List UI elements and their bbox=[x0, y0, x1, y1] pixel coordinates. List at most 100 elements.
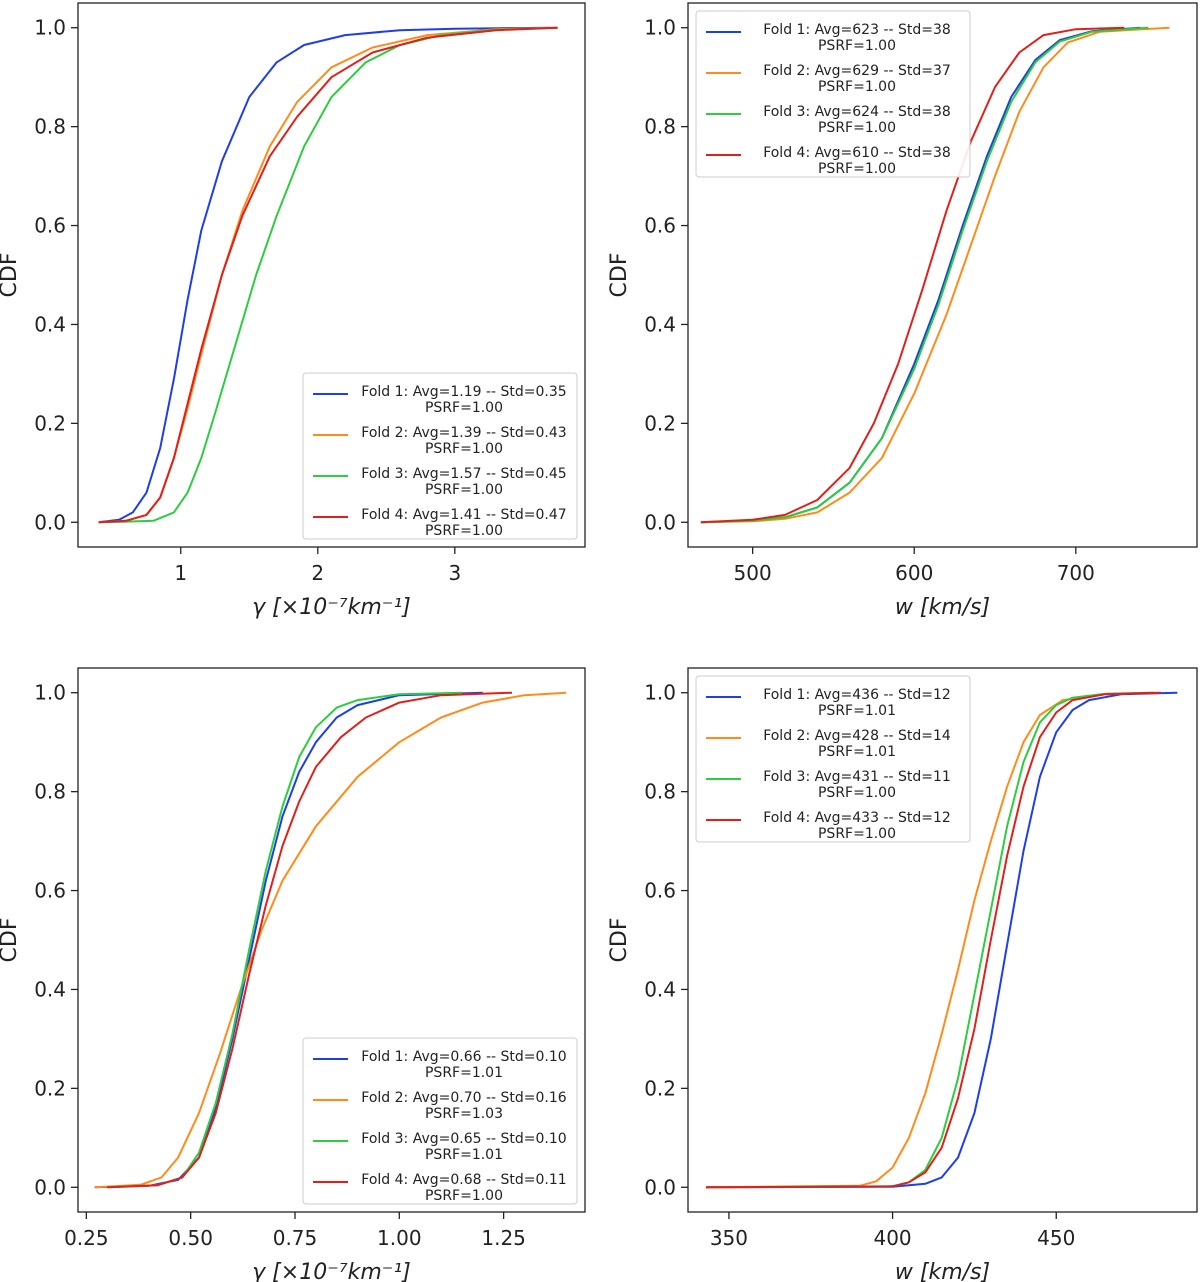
x-tick-label: 3 bbox=[448, 561, 461, 585]
series-line-fold-4 bbox=[98, 26, 558, 524]
legend-psrf-fold-3: PSRF=1.00 bbox=[818, 120, 896, 136]
panel-bottom-left: 0.25 0.50 0.75 1.00 1.25 0.0 0.2 0.4 0.6 0.8 1.0 γ … bbox=[0, 667, 586, 1282]
y-tick-label: 0.0 bbox=[34, 1175, 66, 1199]
y-tick-label: 1.0 bbox=[34, 681, 66, 705]
axes-frame bbox=[77, 667, 586, 1213]
y-tick-label: 0.4 bbox=[34, 977, 66, 1001]
x-tick-label: 1.25 bbox=[481, 1226, 526, 1250]
x-axis-label: γ [×10⁻⁷km⁻¹] bbox=[252, 1260, 411, 1282]
axes-frame bbox=[77, 2, 586, 548]
x-tick-label: 600 bbox=[895, 561, 933, 585]
legend-psrf-fold-3: PSRF=1.01 bbox=[425, 1147, 503, 1163]
y-tick-label: 0.6 bbox=[644, 879, 676, 903]
legend-psrf-fold-1: PSRF=1.00 bbox=[425, 400, 503, 416]
x-tick-label: 0.25 bbox=[64, 1226, 109, 1250]
legend-psrf-fold-2: PSRF=1.03 bbox=[425, 1106, 503, 1122]
legend-psrf-fold-4: PSRF=1.00 bbox=[425, 1188, 503, 1204]
x-tick-label: 1 bbox=[174, 561, 187, 585]
x-axis-label: γ [×10⁻⁷km⁻¹] bbox=[252, 595, 411, 620]
y-tick-label: 0.8 bbox=[644, 780, 676, 804]
legend-label-fold-4: Fold 4: Avg=610 -- Std=38 bbox=[763, 145, 951, 161]
legend-label-fold-1: Fold 1: Avg=436 -- Std=12 bbox=[763, 687, 951, 703]
x-tick-label: 0.75 bbox=[273, 1226, 318, 1250]
legend-box bbox=[695, 675, 971, 843]
x-tick-label: 2 bbox=[311, 561, 324, 585]
y-tick-label: 0.2 bbox=[644, 411, 676, 435]
series-line-fold-4 bbox=[705, 691, 1162, 1189]
legend: Fold 1: Avg=0.66 -- Std=0.10PSRF=1.01Fol… bbox=[302, 1037, 578, 1205]
legend-label-fold-2: Fold 2: Avg=629 -- Std=37 bbox=[763, 63, 951, 79]
y-tick-label: 0.0 bbox=[644, 510, 676, 534]
y-tick-label: 0.4 bbox=[34, 312, 66, 336]
legend-box bbox=[302, 1037, 578, 1205]
legend-label-fold-4: Fold 4: Avg=0.68 -- Std=0.11 bbox=[361, 1172, 566, 1188]
legend-label-fold-2: Fold 2: Avg=1.39 -- Std=0.43 bbox=[361, 425, 566, 441]
y-tick-label: 0.0 bbox=[34, 510, 66, 534]
series-lines bbox=[700, 26, 1170, 524]
y-tick-label: 0.8 bbox=[34, 780, 66, 804]
y-tick-label: 0.2 bbox=[34, 1076, 66, 1100]
axes-frame bbox=[687, 667, 1198, 1213]
y-tick-label: 0.2 bbox=[34, 411, 66, 435]
y-axis-label: CDF bbox=[0, 918, 22, 963]
legend-label-fold-4: Fold 4: Avg=433 -- Std=12 bbox=[763, 810, 951, 826]
legend: Fold 1: Avg=1.19 -- Std=0.35PSRF=1.00Fol… bbox=[302, 372, 578, 540]
legend-psrf-fold-2: PSRF=1.01 bbox=[818, 744, 896, 760]
x-tick-label: 1.00 bbox=[377, 1226, 422, 1250]
y-axis-label: CDF bbox=[0, 253, 22, 298]
y-tick-label: 0.0 bbox=[644, 1175, 676, 1199]
legend-box bbox=[695, 10, 971, 178]
y-tick-label: 0.8 bbox=[34, 115, 66, 139]
legend-label-fold-2: Fold 2: Avg=428 -- Std=14 bbox=[763, 728, 951, 744]
series-lines bbox=[705, 691, 1178, 1189]
y-tick-label: 1.0 bbox=[644, 681, 676, 705]
x-axis-label: w [km/s] bbox=[895, 595, 990, 620]
series-line-fold-2 bbox=[705, 691, 1155, 1189]
y-tick-label: 0.2 bbox=[644, 1076, 676, 1100]
series-line-fold-1 bbox=[98, 26, 551, 524]
legend-label-fold-1: Fold 1: Avg=1.19 -- Std=0.35 bbox=[361, 384, 566, 400]
panel-top-left: 1 2 3 0.0 0.2 0.4 0.6 0.8 1.0 γ [×10⁻⁷km⁻¹] CDF Fol… bbox=[0, 2, 586, 620]
y-tick-label: 0.6 bbox=[644, 214, 676, 238]
legend-psrf-fold-3: PSRF=1.00 bbox=[425, 482, 503, 498]
legend-psrf-fold-1: PSRF=1.00 bbox=[818, 38, 896, 54]
y-tick-label: 1.0 bbox=[644, 16, 676, 40]
y-tick-label: 0.6 bbox=[34, 214, 66, 238]
series-line-fold-2 bbox=[94, 691, 567, 1189]
series-lines bbox=[98, 26, 558, 524]
x-tick-label: 450 bbox=[1037, 1226, 1075, 1250]
legend-label-fold-4: Fold 4: Avg=1.41 -- Std=0.47 bbox=[361, 507, 566, 523]
legend-label-fold-3: Fold 3: Avg=431 -- Std=11 bbox=[763, 769, 951, 785]
series-line-fold-3 bbox=[700, 26, 1149, 524]
x-tick-label: 350 bbox=[710, 1226, 748, 1250]
legend-label-fold-3: Fold 3: Avg=0.65 -- Std=0.10 bbox=[361, 1131, 566, 1147]
legend-label-fold-3: Fold 3: Avg=624 -- Std=38 bbox=[763, 104, 951, 120]
y-axis-label: CDF bbox=[607, 918, 632, 963]
legend-label-fold-2: Fold 2: Avg=0.70 -- Std=0.16 bbox=[361, 1090, 567, 1106]
y-axis-label: CDF bbox=[607, 253, 632, 298]
x-tick-label: 400 bbox=[873, 1226, 911, 1250]
legend-label-fold-1: Fold 1: Avg=0.66 -- Std=0.10 bbox=[361, 1049, 566, 1065]
legend-label-fold-1: Fold 1: Avg=623 -- Std=38 bbox=[763, 22, 951, 38]
y-tick-label: 1.0 bbox=[34, 16, 66, 40]
y-tick-label: 0.4 bbox=[644, 312, 676, 336]
legend-box bbox=[302, 372, 578, 540]
y-tick-label: 0.8 bbox=[644, 115, 676, 139]
legend-label-fold-3: Fold 3: Avg=1.57 -- Std=0.45 bbox=[361, 466, 566, 482]
legend-psrf-fold-4: PSRF=1.00 bbox=[818, 826, 896, 842]
legend-psrf-fold-2: PSRF=1.00 bbox=[818, 79, 896, 95]
series-line-fold-4 bbox=[700, 26, 1125, 524]
series-line-fold-3 bbox=[107, 691, 462, 1189]
y-tick-label: 0.4 bbox=[644, 977, 676, 1001]
legend-psrf-fold-1: PSRF=1.01 bbox=[818, 703, 896, 719]
series-lines bbox=[94, 691, 567, 1189]
legend-psrf-fold-4: PSRF=1.00 bbox=[818, 161, 896, 177]
panel-bottom-right: 350 400 450 0.0 0.2 0.4 0.6 0.8 1.0 w [km/s] CDF Fo… bbox=[607, 667, 1198, 1282]
legend-psrf-fold-4: PSRF=1.00 bbox=[425, 523, 503, 539]
series-line-fold-4 bbox=[107, 691, 513, 1189]
legend-psrf-fold-2: PSRF=1.00 bbox=[425, 441, 503, 457]
legend-psrf-fold-3: PSRF=1.00 bbox=[818, 785, 896, 801]
